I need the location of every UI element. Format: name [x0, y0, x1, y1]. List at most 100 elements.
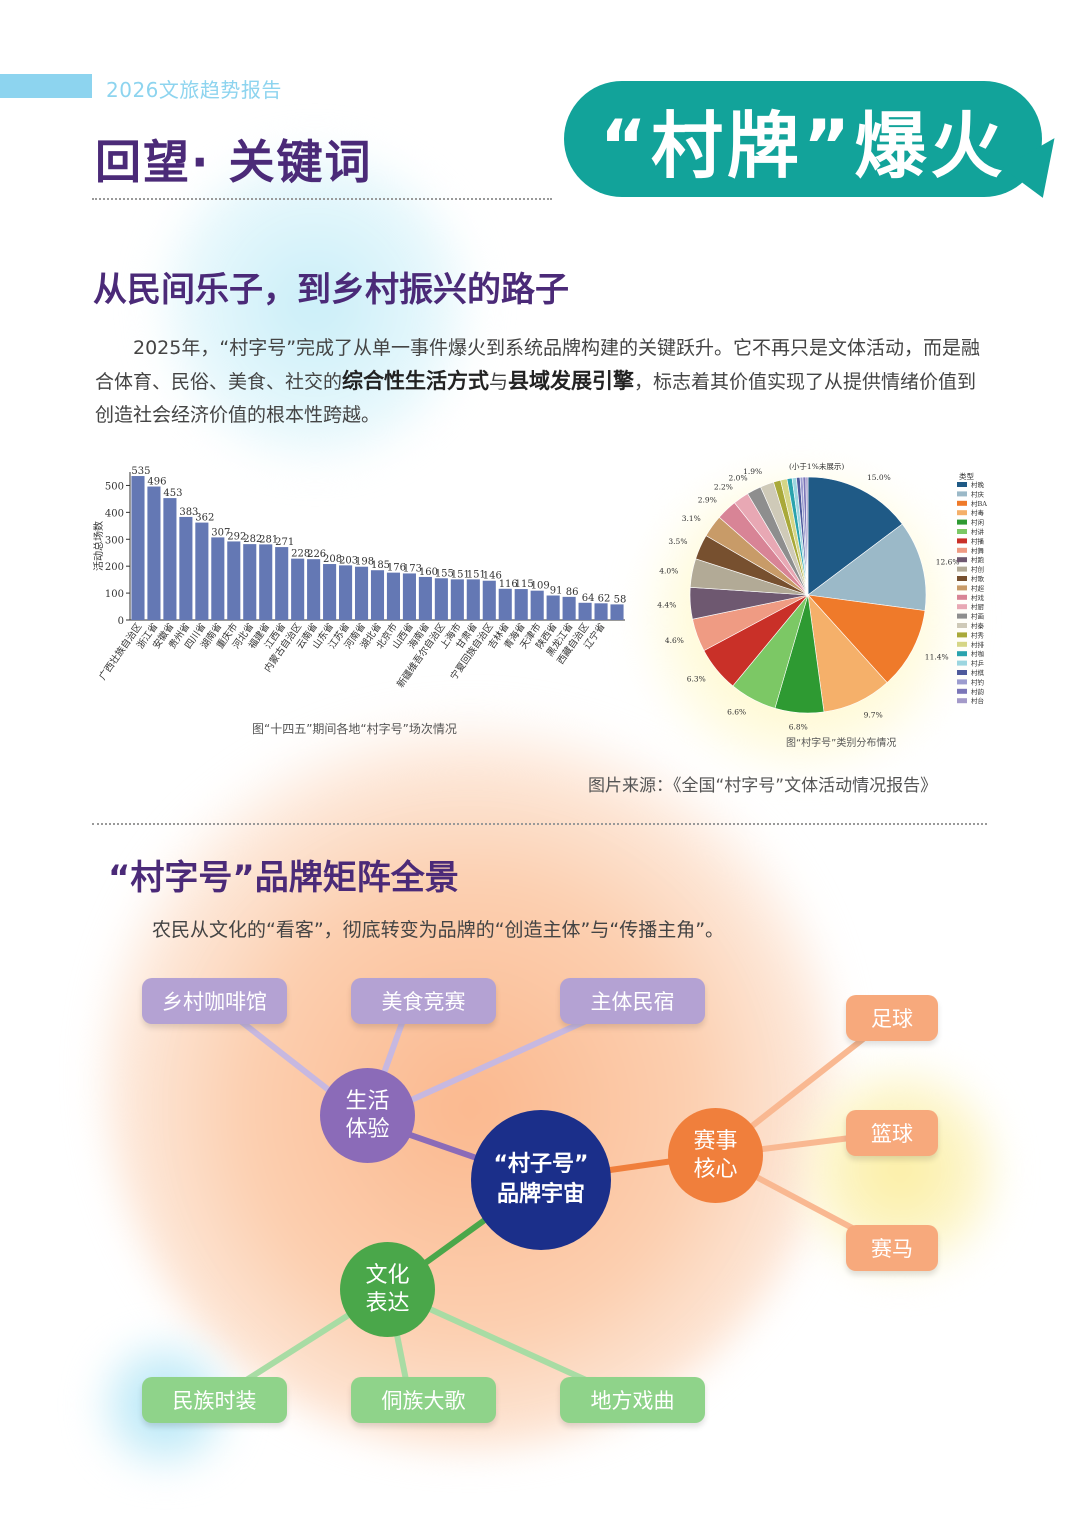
pie-legend-label: 村晚: [971, 480, 985, 489]
bar-value-label: 383: [179, 507, 198, 518]
bar: [418, 576, 432, 620]
bar: [498, 588, 512, 620]
pie-slice-label: 3.1%: [682, 514, 701, 523]
bar: [530, 590, 544, 620]
bar-value-label: 62: [598, 593, 611, 604]
pie-legend-swatch: [957, 641, 967, 647]
banner-bubble: [564, 81, 1042, 197]
hub-culture-expression: 文化 表达: [340, 1242, 435, 1337]
pie-legend-label: 村台: [971, 696, 984, 705]
pie-slice-label: 9.7%: [864, 711, 883, 720]
pie-legend-swatch: [957, 538, 967, 544]
pie-legend-label: 村咖: [971, 649, 985, 658]
pie-slice-label: 4.4%: [657, 600, 676, 609]
pie-legend-label: 村舞: [971, 546, 985, 555]
bar: [227, 541, 241, 620]
pie-legend-label: 村棋: [971, 668, 985, 677]
bar-value-label: 64: [582, 593, 595, 604]
divider-top: [92, 198, 552, 200]
pie-legend-swatch: [957, 547, 967, 553]
pie-legend-swatch: [957, 679, 967, 685]
pie-slice-label: 6.6%: [727, 708, 746, 717]
bar: [466, 579, 480, 620]
pie-legend-swatch: [957, 519, 967, 525]
pill-homestay: 主体民宿: [560, 978, 705, 1024]
bar-value-label: 208: [323, 554, 342, 565]
bar: [291, 558, 305, 620]
bar-y-tick-label: 100: [105, 589, 124, 600]
bar-value-label: 109: [531, 581, 550, 592]
hub-event-core: 赛事 核心: [668, 1108, 763, 1203]
bar: [386, 572, 401, 620]
bar-value-label: 282: [243, 534, 262, 545]
para-bold-lifestyle: 综合性生活方式: [342, 369, 490, 393]
bar-y-axis-label: 活动总场数: [92, 521, 105, 571]
section2-subtitle: 农民从文化的“看客”，彻底转变为品牌的“创造主体”与“传播主角”。: [152, 919, 725, 941]
bar-value-label: 115: [515, 579, 534, 590]
para-text-a: 2025年，“村字号”完成了从单一事件爆火到系统品牌构建的关键跃升。它不再只是文…: [95, 337, 981, 393]
pie-legend-label: 村闲: [971, 518, 984, 527]
header-accent-bar: [0, 74, 92, 98]
bar-value-label: 453: [163, 488, 182, 499]
pie-legend-label: 村播: [971, 536, 985, 545]
pie-legend-swatch: [957, 670, 967, 675]
pie-legend-label: 村跑: [971, 555, 985, 564]
bar-value-label: 496: [147, 477, 166, 488]
pie-slice: [807, 594, 926, 684]
bar-value-label: 198: [355, 557, 374, 568]
bar: [195, 522, 209, 620]
bar: [370, 570, 385, 620]
divider-middle: [92, 823, 987, 825]
pie-legend-label: 村秦: [971, 621, 985, 630]
keyword-title: 回望· 关键词: [95, 135, 373, 189]
pie-legend-swatch: [957, 557, 967, 563]
pie-slice-label: 12.6%: [936, 558, 960, 567]
para-bold-engine: 县域发展引擎: [508, 369, 635, 393]
pie-legend-swatch: [957, 660, 967, 666]
pie-chart: 15.0% 12.6% 11.4% 9.7% 6.8% 6.6% 6.3% 4.6% 4.4% 4…: [657, 461, 987, 732]
pie-legend-label: 村排: [971, 640, 985, 649]
bar-value-label: 160: [419, 567, 438, 578]
bar: [243, 544, 257, 620]
report-label: 2026文旅趋势报告: [106, 78, 282, 102]
pie-legend-label: 村秀: [971, 630, 985, 639]
pie-slice-label: 11.4%: [925, 652, 949, 661]
bar: [450, 579, 464, 620]
bar-value-label: 307: [211, 527, 230, 538]
bar: [147, 486, 161, 620]
pie-legend-swatch: [957, 688, 967, 694]
pie-note: (小于1%未展示): [789, 461, 844, 471]
pie-legend-label: 村讲: [971, 527, 985, 536]
bar-value-label: 91: [550, 586, 563, 597]
pie-legend-swatch: [957, 566, 967, 572]
pie-slice-label: 6.3%: [687, 675, 706, 684]
pie-slice-label: 2.9%: [698, 496, 717, 505]
pie-slice: [807, 476, 903, 596]
pie-legend-swatch: [957, 604, 967, 610]
pill-ethnic-costume: 民族时装: [142, 1377, 287, 1423]
bar-y-tick-label: 300: [105, 535, 124, 546]
bar: [402, 573, 416, 620]
bar: [259, 544, 273, 620]
pill-local-opera: 地方戏曲: [560, 1377, 705, 1423]
pie-legend-swatch: [957, 623, 967, 628]
pie-slice: [807, 523, 927, 611]
pie-slice-label: 15.0%: [867, 473, 891, 482]
pie-chart-caption: 图“村字号”类别分布情况: [786, 738, 897, 749]
pie-legend-label: 村BA: [971, 499, 987, 508]
pie-legend-label: 村庆: [971, 489, 985, 498]
section1-title: 从民间乐子，到乡村振兴的路子: [93, 270, 569, 310]
pie-legend-label: 村创: [971, 565, 984, 574]
bar: [610, 604, 624, 620]
pill-football: 足球: [846, 995, 938, 1041]
pie-legend-swatch: [957, 613, 967, 619]
center-brand-universe: “村子号” 品牌宇宙: [471, 1110, 611, 1250]
bar-y-tick-label: 400: [105, 508, 124, 519]
bar-value-label: 362: [195, 513, 214, 524]
image-source: 图片来源：《全国“村字号”文体活动情况报告》: [588, 776, 938, 796]
bar-value-label: 173: [403, 563, 422, 574]
bar-value-label: 226: [307, 549, 326, 560]
bar: [323, 564, 337, 620]
bar-value-label: 116: [499, 579, 518, 590]
bar: [131, 476, 145, 620]
